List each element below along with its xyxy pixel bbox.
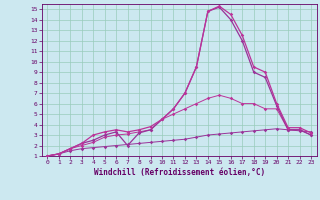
X-axis label: Windchill (Refroidissement éolien,°C): Windchill (Refroidissement éolien,°C) — [94, 168, 265, 177]
